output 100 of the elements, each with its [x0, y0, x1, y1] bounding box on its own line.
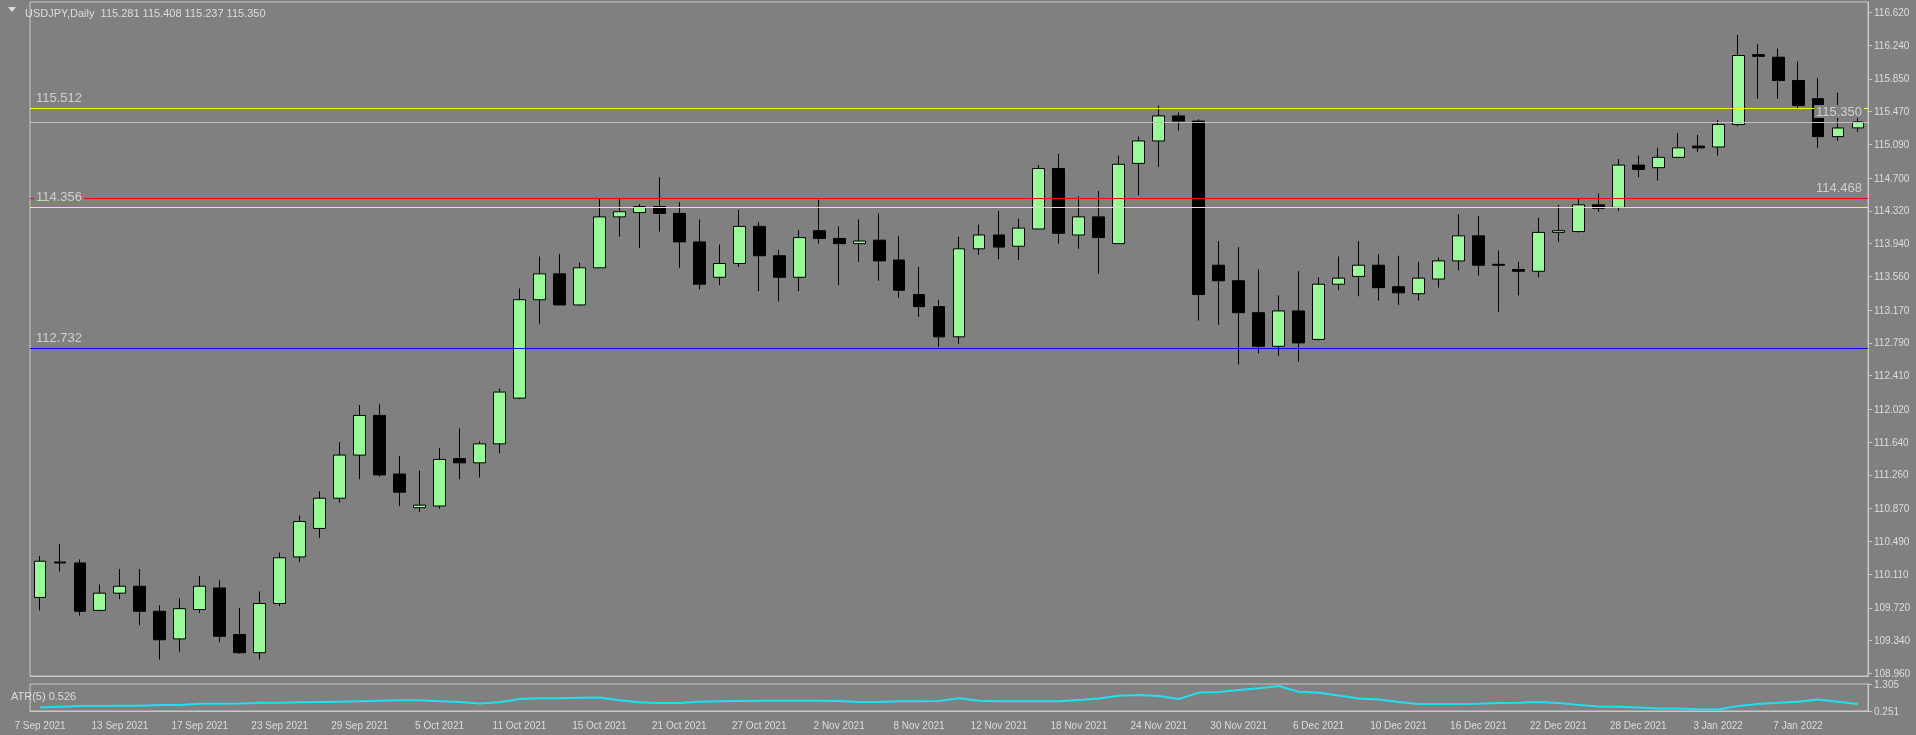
candlestick [1552, 204, 1565, 243]
candlestick [113, 568, 126, 600]
candlestick [373, 403, 386, 478]
candlestick [393, 455, 406, 507]
candlestick [1072, 195, 1085, 250]
candlestick [313, 490, 326, 539]
chart-title: USDJPY,Daily 115.281 115.408 115.237 115.350 [25, 6, 266, 19]
candlestick [833, 225, 846, 286]
x-tick-label: 10 Dec 2021 [1370, 719, 1428, 731]
candlestick [1152, 105, 1165, 168]
candlestick [153, 604, 166, 661]
candlestick [1352, 240, 1365, 297]
candlestick [533, 256, 546, 325]
candlestick [1672, 132, 1685, 158]
chart-title: ATR(5) 0.526 [11, 689, 77, 702]
candlestick [333, 441, 346, 504]
candlestick [1732, 34, 1745, 127]
x-tick-label: 17 Sep 2021 [171, 719, 229, 731]
candlestick [613, 197, 626, 238]
candlestick [133, 568, 146, 626]
candlestick [1532, 217, 1545, 278]
x-tick-label: 3 Jan 2022 [1693, 719, 1744, 731]
candlestick [1512, 261, 1525, 296]
candlestick [493, 388, 506, 454]
candlestick [213, 579, 226, 643]
candlestick [713, 244, 726, 286]
candlestick [173, 597, 186, 653]
y-tick-label: 108.960 [1874, 667, 1911, 679]
ref-line-label: 114.468 [1815, 179, 1862, 195]
y-tick-label: 113.560 [1874, 270, 1910, 282]
x-tick-label: 8 Nov 2021 [893, 719, 946, 731]
candlestick [1432, 256, 1445, 289]
y-tick-label: 112.410 [1874, 370, 1910, 382]
y-tick-label: 112.790 [1874, 337, 1910, 349]
candlestick [233, 607, 246, 655]
y-tick-label: 115.470 [1874, 106, 1910, 118]
candlestick [93, 584, 106, 612]
candlestick [1652, 147, 1665, 182]
x-tick-label: 28 Dec 2021 [1609, 719, 1668, 731]
candlestick [893, 235, 905, 299]
candlestick [753, 221, 766, 292]
y-tick-label: 109.720 [1874, 602, 1911, 614]
candlestick [733, 209, 746, 268]
x-tick-label: 5 Oct 2021 [415, 719, 465, 731]
x-tick-label: 24 Nov 2021 [1130, 719, 1188, 731]
x-tick-label: 23 Sep 2021 [251, 719, 309, 731]
x-tick-label: 12 Nov 2021 [970, 719, 1028, 731]
x-tick-label: 2 Nov 2021 [813, 719, 866, 731]
candlestick [1012, 218, 1025, 261]
x-tick-label: 7 Sep 2021 [14, 719, 66, 731]
candlestick [353, 404, 366, 480]
x-tick-label: 29 Sep 2021 [331, 719, 389, 731]
y-tick-label: 114.700 [1874, 172, 1910, 184]
candlestick [1092, 190, 1105, 275]
candlestick [1312, 276, 1325, 341]
candlestick [1032, 164, 1045, 230]
candlestick [1452, 213, 1465, 271]
y-tick-label: 112.020 [1874, 403, 1910, 415]
candlestick [54, 543, 66, 573]
candlestick [1492, 250, 1505, 313]
candlestick [1172, 111, 1185, 132]
y-tick-label: 111.640 [1874, 436, 1910, 448]
candlestick [1212, 240, 1225, 326]
candlestick [813, 199, 826, 245]
ref-line-label: 115.350 [1815, 103, 1862, 119]
candlestick [413, 470, 426, 513]
ref-line-label: 112.732 [36, 330, 83, 346]
x-tick-label: 21 Oct 2021 [652, 719, 707, 731]
candlestick [633, 203, 646, 249]
candlestick [1792, 61, 1805, 110]
y-tick-label: 110.490 [1874, 535, 1910, 547]
candlestick [1412, 261, 1425, 302]
y-tick-label: 111.260 [1874, 469, 1910, 481]
y-tick-label: 110.110 [1874, 568, 1910, 580]
y-tick-label: 116.240 [1874, 39, 1910, 51]
y-tick-label: 113.940 [1874, 238, 1910, 250]
y-tick-label: 110.870 [1874, 503, 1910, 515]
x-tick-label: 22 Dec 2021 [1529, 719, 1588, 731]
y-tick-label: 0.251 [1874, 705, 1900, 717]
candlestick [993, 210, 1005, 260]
candlestick [513, 288, 526, 400]
candlestick [573, 262, 586, 307]
candlestick [1612, 158, 1625, 212]
candlestick [473, 440, 486, 479]
candlestick [1232, 246, 1245, 365]
y-tick-label: 115.850 [1874, 73, 1910, 85]
x-tick-label: 11 Oct 2021 [492, 719, 547, 731]
candlestick [913, 266, 925, 318]
candlestick [1372, 253, 1385, 302]
candlestick [1752, 43, 1765, 100]
candlestick [293, 514, 306, 563]
y-tick-label: 1.305 [1874, 678, 1900, 690]
candlestick [553, 253, 566, 306]
candlestick [853, 218, 866, 263]
x-tick-label: 18 Nov 2021 [1050, 719, 1108, 731]
candlestick [1252, 269, 1265, 354]
x-tick-label: 30 Nov 2021 [1210, 719, 1268, 731]
candlestick [273, 552, 286, 607]
candlestick [1632, 155, 1645, 178]
candlestick [253, 590, 266, 661]
